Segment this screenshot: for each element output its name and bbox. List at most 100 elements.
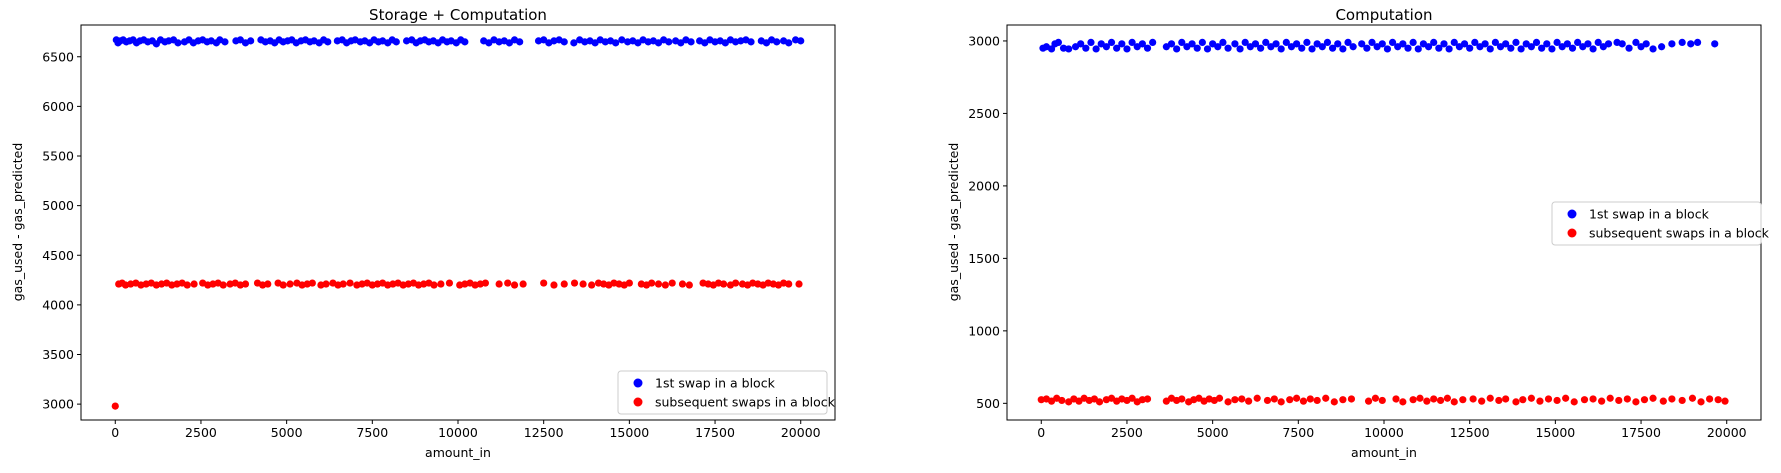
- left-subsequent-swap-point: [519, 280, 527, 288]
- right-subsequent-swap-point: [1392, 395, 1400, 403]
- left-first-swap-point: [324, 38, 332, 46]
- right-subsequent-swap-point: [1443, 394, 1452, 402]
- left-first-swap-point: [612, 39, 620, 47]
- right-subsequent-swap-point: [1450, 398, 1458, 406]
- right-subsequent-swap-point: [1215, 394, 1224, 402]
- left-subsequent-swap-point: [625, 279, 633, 287]
- right-subsequent-swap-point: [1299, 397, 1308, 405]
- right-first-swap-point: [1077, 40, 1085, 48]
- left-x-axis-label: amount_in: [425, 445, 491, 460]
- left-first-swap-point: [665, 38, 673, 46]
- right-first-swap-point: [1118, 40, 1126, 48]
- right-first-swap-point: [1193, 44, 1201, 52]
- right-x-tick-label: 0: [1037, 425, 1045, 440]
- right-subsequent-swap-point: [1322, 394, 1330, 402]
- left-subsequent-swap-point: [579, 280, 587, 288]
- left-first-swap-point: [797, 37, 805, 45]
- right-subsequent-swap-point: [1469, 395, 1477, 403]
- right-subsequent-swap-point: [1277, 398, 1285, 406]
- right-first-swap-point: [1383, 45, 1392, 53]
- right-subsequent-swap-point: [1347, 395, 1356, 403]
- left-legend-marker-blue: [633, 378, 643, 388]
- right-first-swap-point: [1678, 38, 1686, 46]
- left-first-swap-point: [174, 39, 182, 47]
- right-first-swap-point: [1358, 40, 1366, 48]
- left-axis-ticks: 0 2500 5000 7500 10000 12500 15000 17500 20000 30…: [42, 49, 820, 440]
- left-first-swap-point: [247, 37, 255, 45]
- right-legend-box: [1551, 201, 1762, 246]
- right-subsequent-swap-point: [1580, 396, 1589, 404]
- right-first-swap-point: [1339, 45, 1347, 53]
- right-subsequent-swap-point: [1668, 395, 1676, 403]
- left-y-tick-label: 4500: [42, 248, 74, 263]
- right-first-swap-point: [1414, 45, 1422, 53]
- right-first-swap-point: [1368, 38, 1376, 46]
- right-first-swap-point: [1440, 40, 1448, 48]
- right-first-swap-point: [1065, 45, 1073, 53]
- right-subsequent-swap-point: [1688, 394, 1697, 402]
- right-subsequent-swap-point: [1095, 398, 1104, 406]
- right-subsequent-swap-point: [1330, 398, 1338, 406]
- left-y-axis-label: gas_used - gas_predicted: [10, 143, 25, 302]
- right-first-swap-point: [1298, 44, 1306, 52]
- right-subsequent-swap-point: [1238, 395, 1246, 403]
- left-legend-box: [617, 370, 828, 415]
- right-subsequent-swap-point: [1714, 396, 1722, 404]
- right-x-tick-label: 20000: [1707, 425, 1747, 440]
- right-x-tick-label: 7500: [1282, 425, 1314, 440]
- right-subsequent-swap-point: [1512, 398, 1520, 406]
- left-subsequent-swap-point: [437, 280, 445, 288]
- left-first-swap-point: [516, 38, 524, 46]
- right-subsequent-swap-point: [1371, 394, 1380, 402]
- right-subsequent-swap-point: [1697, 398, 1705, 406]
- left-first-swap-point: [221, 38, 229, 46]
- right-first-swap-point: [1604, 40, 1613, 48]
- left-x-tick-label: 17500: [695, 425, 735, 440]
- left-subsequent-swap-point: [286, 280, 294, 288]
- right-subsequent-swap-point: [1606, 394, 1614, 402]
- right-first-swap-point: [1344, 38, 1352, 46]
- right-subsequent-swap-point: [1527, 394, 1535, 402]
- left-y-tick-label: 3500: [42, 347, 74, 362]
- right-first-swap-point: [1203, 45, 1212, 53]
- left-first-swap-point: [687, 38, 695, 46]
- right-subsequent-swap-point: [1570, 398, 1578, 406]
- right-first-swap-point: [1054, 38, 1063, 46]
- right-first-swap-point: [1404, 44, 1412, 52]
- right-first-swap-point: [1543, 40, 1551, 48]
- right-first-swap-point: [1642, 40, 1650, 48]
- right-first-swap-point: [1113, 44, 1121, 52]
- right-subsequent-swap-point: [1478, 397, 1486, 405]
- right-x-tick-label: 5000: [1197, 425, 1229, 440]
- left-y-tick-label: 5500: [42, 149, 74, 164]
- right-first-swap-point: [1658, 43, 1666, 51]
- right-subsequent-swap-point: [1058, 396, 1066, 405]
- right-first-swap-point: [1460, 40, 1469, 48]
- left-subsequent-swap-point: [481, 279, 490, 287]
- right-first-swap-point: [1257, 44, 1265, 52]
- right-subsequent-swap-point: [1598, 397, 1606, 405]
- right-y-tick-label: 1500: [968, 251, 1000, 266]
- right-first-swap-point: [1594, 38, 1602, 46]
- right-first-swap-point: [1143, 44, 1152, 52]
- right-first-swap-point: [1378, 40, 1386, 48]
- left-subsequent-swap-point: [264, 280, 272, 288]
- right-first-swap-point: [1450, 38, 1458, 46]
- left-first-swap-point: [747, 38, 755, 46]
- right-x-axis-label: amount_in: [1351, 445, 1417, 460]
- left-subsequent-swap-point: [570, 279, 579, 287]
- left-y-tick-label: 6500: [42, 49, 74, 64]
- right-first-swap-point: [1538, 44, 1546, 52]
- left-subsequent-swap-point: [661, 281, 669, 289]
- right-subsequent-swap-point: [1270, 395, 1278, 403]
- right-subsequent-swap-point: [1659, 397, 1667, 405]
- right-first-swap-point: [1632, 38, 1640, 46]
- right-subsequent-swap-point: [1416, 394, 1424, 402]
- right-first-swap-point: [1424, 43, 1433, 51]
- right-first-swap-point: [1272, 40, 1280, 48]
- right-first-swap-point: [1178, 38, 1186, 46]
- right-first-swap-point: [1231, 40, 1239, 48]
- right-first-swap-point: [1553, 38, 1561, 46]
- right-first-swap-point: [1219, 38, 1227, 46]
